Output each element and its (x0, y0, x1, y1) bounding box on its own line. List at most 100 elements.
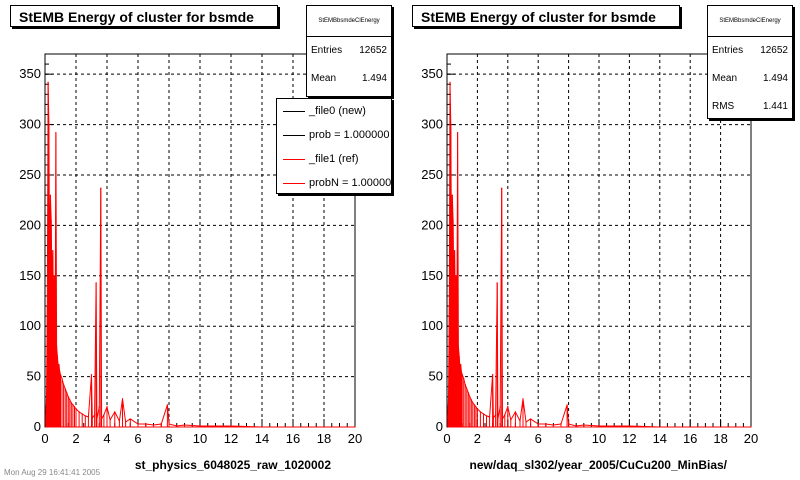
right-data-point (475, 406, 477, 408)
right-y-tick-label: 350 (421, 66, 443, 81)
right-data-point (497, 418, 499, 420)
right-stats-mean-value: 1.494 (762, 73, 788, 84)
right-data-point (530, 418, 532, 420)
right-data-point (598, 425, 600, 427)
left-data-point (52, 305, 55, 307)
right-x-tick-label: 0 (443, 431, 450, 446)
right-data-point (458, 355, 460, 358)
left-stats-mean-row: Mean 1.494 (307, 65, 391, 93)
right-data-point (447, 416, 449, 418)
left-data-point (90, 373, 93, 376)
left-data-point (47, 81, 49, 83)
left-stats-mean-label: Mean (311, 73, 337, 84)
right-data-point (568, 423, 570, 425)
left-data-point (323, 426, 325, 428)
right-y-tick-label: 250 (421, 167, 443, 182)
right-data-point (514, 411, 516, 413)
right-stats-entries-value: 12652 (760, 45, 788, 56)
right-data-point (467, 392, 469, 394)
left-data-point (61, 378, 63, 380)
right-chart-plot: 0 2 4 6 8 10 12 14 16 18 20050100150200250300350ne… (421, 53, 758, 472)
left-data-point (56, 345, 58, 347)
right-data-point (476, 408, 478, 410)
left-x-tick-label: 8 (165, 431, 172, 446)
right-x-tick-label: 8 (565, 431, 572, 446)
right-data-point (463, 378, 465, 380)
right-data-point (466, 388, 468, 390)
right-x-tick-label: 4 (504, 431, 511, 446)
left-x-tick-label: 14 (255, 431, 269, 446)
right-chart-title: StEMB Energy of cluster for bsmde (412, 5, 680, 27)
right-data-point (504, 414, 506, 416)
right-stats-mean-row: Mean 1.494 (708, 65, 792, 93)
left-data-point (59, 370, 61, 373)
left-data-point (230, 425, 232, 427)
left-data-point (98, 406, 100, 408)
left-data-point (214, 425, 217, 427)
right-data-point (470, 399, 472, 401)
footer-timestamp: Mon Aug 29 16:41:41 2005 (4, 468, 101, 477)
left-data-point (58, 363, 60, 366)
right-data-point (469, 396, 471, 398)
right-data-point (464, 384, 466, 386)
right-data-point (459, 365, 461, 368)
left-data-point (45, 416, 47, 418)
right-stats-rms-value: 1.441 (762, 101, 788, 112)
left-data-point (59, 373, 62, 376)
left-y-tick-label: 250 (19, 167, 41, 182)
left-x-tick-label: 0 (41, 431, 48, 446)
left-data-point (129, 418, 131, 420)
right-stats-rms-label: RMS (712, 101, 735, 112)
left-x-tick-label: 4 (103, 431, 110, 446)
right-stats-rms-row: RMS 1.441 (708, 93, 792, 121)
left-data-point (152, 424, 155, 426)
right-y-tick-label: 300 (421, 117, 443, 132)
right-data-point (482, 413, 485, 415)
left-data-point (66, 392, 68, 394)
right-data-point (472, 402, 474, 404)
right-chart-panel: 0 2 4 6 8 10 12 14 16 18 20 0 50 100 150 200 250 300 350 ne… (400, 0, 800, 480)
left-data-point (114, 411, 116, 413)
left-x-axis-label: st_physics_6048025_raw_1020002 (135, 458, 331, 472)
right-data-point (473, 404, 475, 406)
right-data-point (575, 425, 577, 427)
left-data-point (160, 423, 162, 425)
left-data-point (100, 187, 102, 189)
left-data-point (55, 132, 57, 134)
right-x-axis-label: new/daq_sl302/year_2005/CuCu200_MinBias/ (470, 458, 728, 472)
left-data-point (103, 414, 105, 416)
legend-entry-prob: prob = 1.000000 (277, 123, 391, 147)
left-y-tick-label: 100 (19, 318, 41, 333)
right-data-point (460, 363, 462, 366)
left-data-point (49, 194, 52, 196)
right-x-tick-label: 12 (622, 431, 636, 446)
left-data-point (125, 421, 127, 423)
left-data-point (48, 123, 50, 126)
legend-swatch (283, 183, 305, 184)
right-x-tick-label: 2 (474, 431, 481, 446)
right-data-point (566, 404, 568, 406)
left-x-tick-label: 6 (134, 431, 141, 446)
right-x-tick-label: 6 (535, 431, 542, 446)
left-y-tick-label: 350 (19, 66, 41, 81)
left-data-point (261, 426, 263, 428)
legend-swatch (283, 135, 305, 136)
left-data-point (45, 396, 48, 398)
right-data-point (456, 330, 458, 332)
right-data-point (525, 421, 527, 423)
left-data-point (70, 402, 72, 404)
left-data-point (100, 418, 103, 420)
left-data-point (64, 388, 66, 390)
left-data-point (54, 330, 56, 332)
left-data-point (73, 406, 76, 408)
left-data-point (72, 404, 74, 406)
left-data-point (106, 406, 108, 408)
legend-label: _file0 (new) (309, 105, 366, 117)
left-y-tick-label: 0 (34, 419, 41, 434)
left-data-point (292, 426, 294, 428)
right-data-point (496, 282, 498, 284)
right-x-tick-label: 16 (683, 431, 697, 446)
right-data-point (488, 416, 491, 418)
left-data-point (199, 425, 201, 427)
left-data-point (63, 384, 65, 386)
